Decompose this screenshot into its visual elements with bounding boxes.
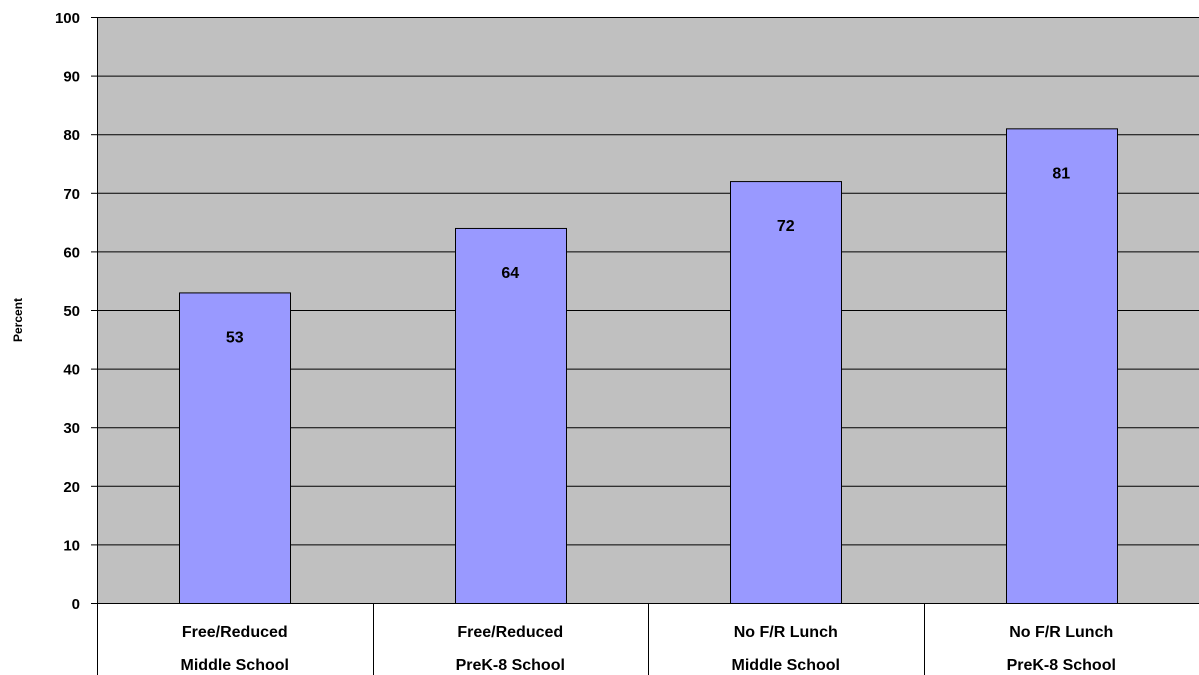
category-label: No F/R Lunch	[1009, 624, 1113, 641]
data-label: 72	[777, 218, 795, 235]
y-tick-label: 50	[63, 303, 80, 320]
y-tick-label: 10	[63, 537, 80, 554]
category-label: No F/R Lunch	[734, 624, 838, 641]
category-label: Middle School	[732, 657, 840, 674]
data-label: 53	[226, 329, 244, 346]
category-label: PreK-8 School	[456, 657, 565, 674]
category-label: PreK-8 School	[1007, 657, 1116, 674]
category-label: Free/Reduced	[182, 624, 288, 641]
y-tick-label: 20	[63, 479, 80, 496]
y-tick-label: 90	[63, 69, 80, 86]
bar	[1007, 129, 1118, 604]
data-label: 64	[501, 265, 519, 282]
category-label: Free/Reduced	[457, 624, 563, 641]
y-axis-title: Percent	[11, 298, 25, 342]
y-tick-label: 100	[55, 10, 80, 27]
y-tick-label: 40	[63, 362, 80, 379]
bar	[731, 182, 842, 604]
bar	[456, 228, 567, 603]
category-label: Middle School	[181, 657, 289, 674]
y-tick-label: 70	[63, 186, 80, 203]
y-tick-label: 30	[63, 420, 80, 437]
data-label: 81	[1052, 165, 1070, 182]
y-tick-label: 60	[63, 244, 80, 261]
y-tick-label: 0	[72, 596, 80, 613]
y-tick-label: 80	[63, 127, 80, 144]
